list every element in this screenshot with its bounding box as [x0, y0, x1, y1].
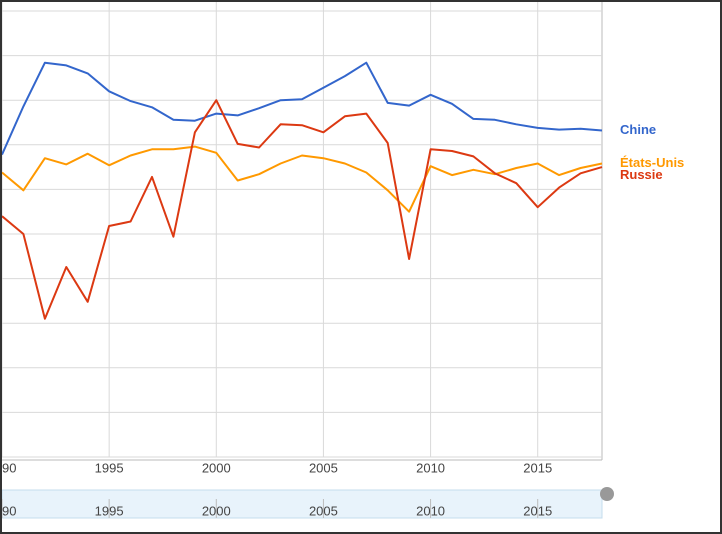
x-tick-label: 2015 [523, 460, 552, 475]
legend-label: États-Unis [620, 155, 684, 170]
series-line [2, 99, 603, 320]
scroller-tick-label: 2005 [309, 503, 338, 518]
x-tick-label: 1995 [95, 460, 124, 475]
x-tick-label: 2000 [202, 460, 231, 475]
scroller-tick-label: 2010 [416, 503, 445, 518]
scroller-tick-label: 1990 [2, 503, 16, 518]
scroller-handle[interactable] [600, 487, 614, 501]
scroller-tick-label: 2000 [202, 503, 231, 518]
series-line [2, 145, 603, 213]
x-tick-label: 2010 [416, 460, 445, 475]
scroller-tick-label: 1995 [95, 503, 124, 518]
legend-label: Russie [620, 167, 663, 182]
timeline-scroller[interactable] [2, 489, 603, 519]
x-tick-label: 1990 [2, 460, 16, 475]
series-line [2, 61, 603, 156]
legend-label: Chine [620, 122, 656, 137]
x-tick-label: 2005 [309, 460, 338, 475]
scroller-tick-label: 2015 [523, 503, 552, 518]
